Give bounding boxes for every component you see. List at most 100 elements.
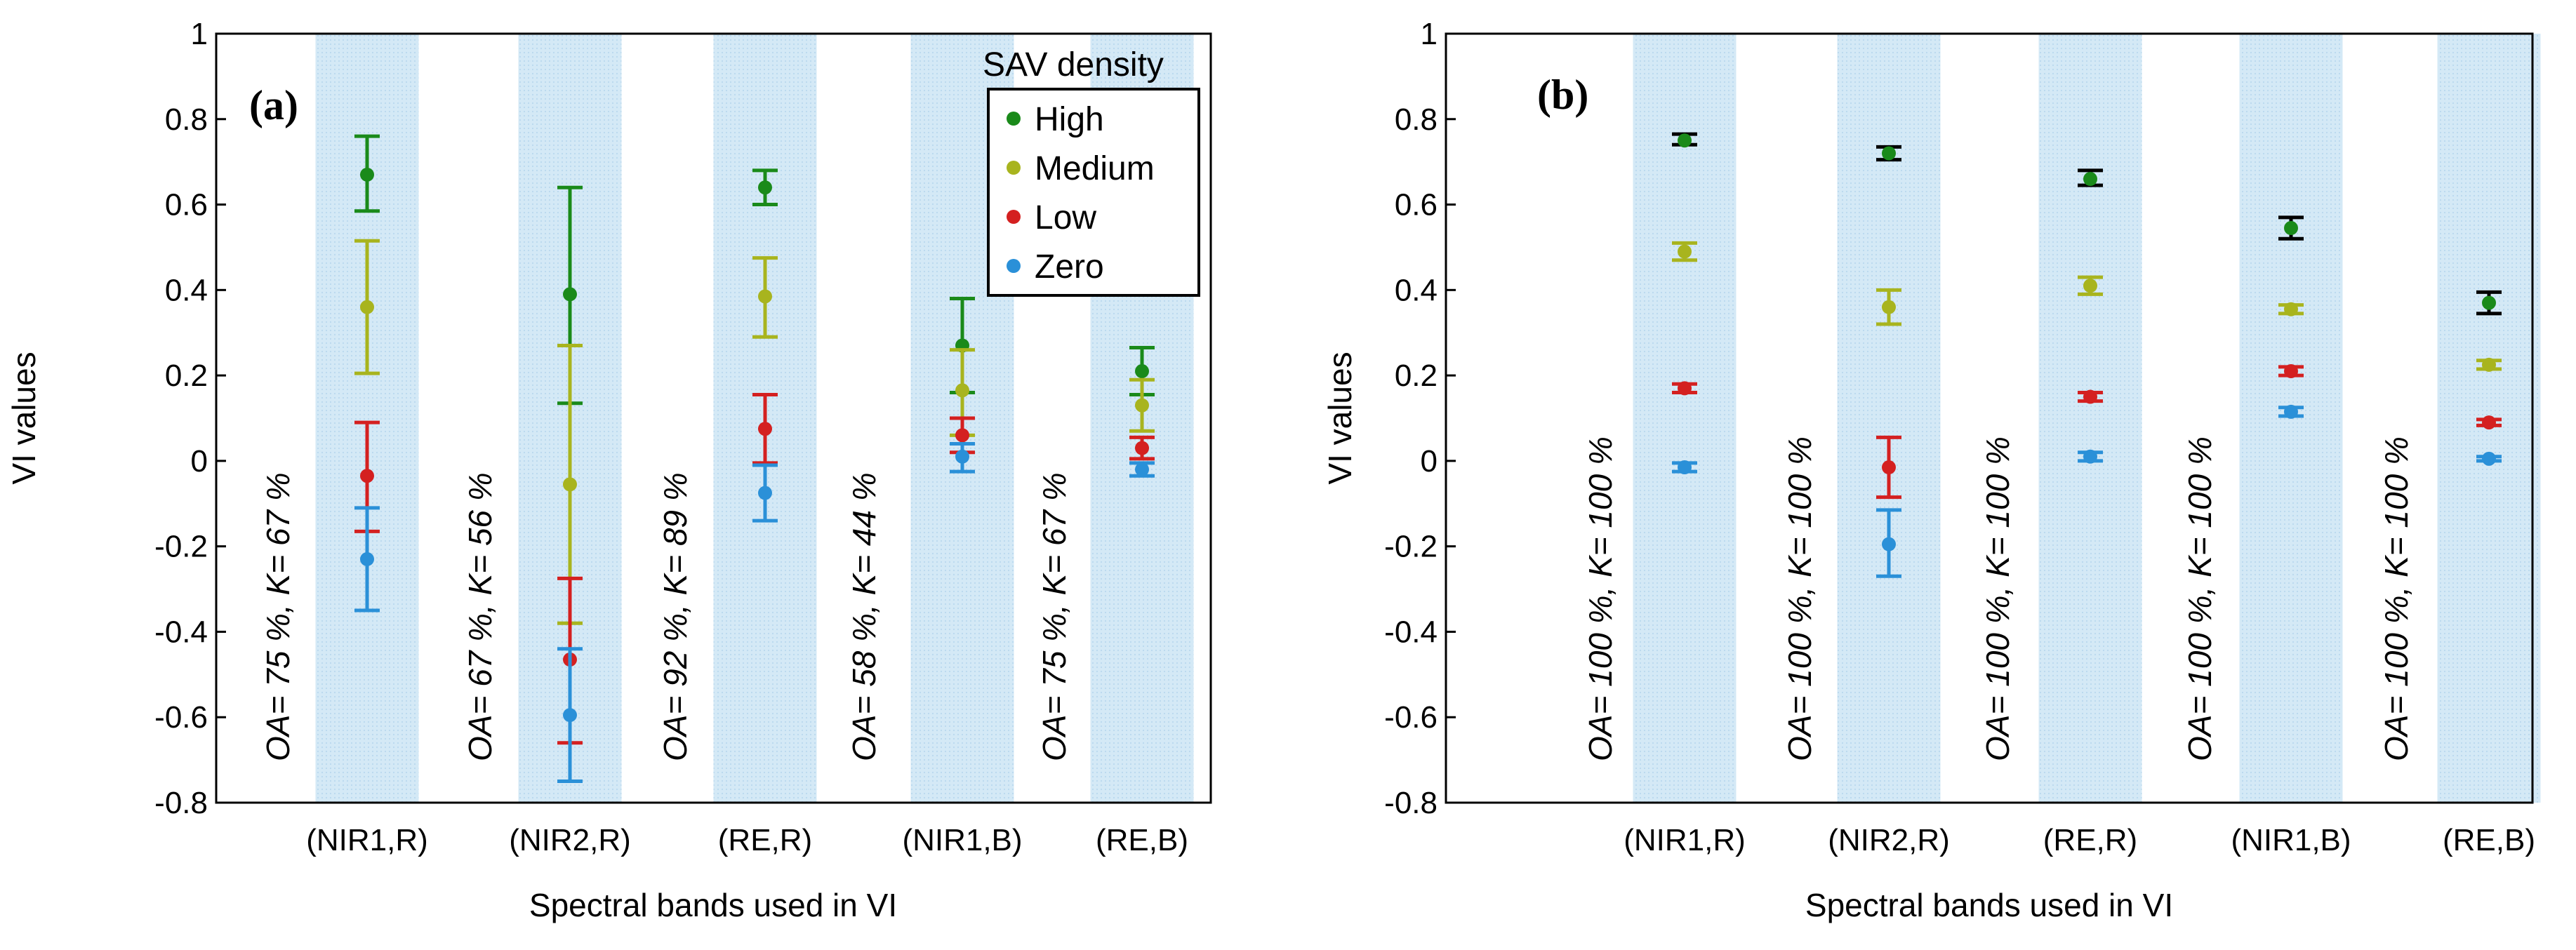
data-point-high <box>2083 172 2097 187</box>
data-point-medium <box>2083 279 2097 293</box>
x-tick-label: (NIR2,R) <box>1828 823 1950 857</box>
legend-marker-high <box>1007 112 1021 126</box>
y-tick-label: 0.6 <box>165 188 208 222</box>
x-axis-title: Spectral bands used in VI <box>1805 887 2173 923</box>
data-point-low <box>2482 415 2496 430</box>
x-tick-label: (RE,B) <box>2443 823 2535 857</box>
annotation-accuracy: OA= 92 %, K= 89 % <box>657 472 693 761</box>
shaded-band <box>1633 34 1737 803</box>
annotation-accuracy: OA= 100 %, K= 100 % <box>2182 436 2218 761</box>
data-point-zero <box>2083 449 2097 464</box>
data-point-low <box>955 428 969 443</box>
y-tick-label: -0.4 <box>1384 615 1438 649</box>
data-point-zero <box>758 486 772 500</box>
panel-label: (b) <box>1537 72 1588 118</box>
y-tick-label: 0.4 <box>165 273 208 307</box>
data-point-medium <box>360 300 374 314</box>
annotation-accuracy: OA= 100 %, K= 100 % <box>2378 436 2415 761</box>
y-tick-label: 0.2 <box>165 359 208 393</box>
data-point-low <box>1678 381 1692 396</box>
data-point-medium <box>1678 244 1692 259</box>
data-point-medium <box>2482 357 2496 372</box>
x-axis-title: Spectral bands used in VI <box>529 887 897 923</box>
data-point-zero <box>1882 537 1896 551</box>
data-point-zero <box>360 551 374 566</box>
x-tick-label: (NIR1,B) <box>902 823 1022 857</box>
y-tick-label: 0.4 <box>1395 273 1438 307</box>
y-tick-label: 0 <box>191 444 208 479</box>
data-point-medium <box>758 289 772 304</box>
x-tick-label: (RE,B) <box>1096 823 1188 857</box>
data-point-high <box>563 287 577 302</box>
y-tick-label: -0.6 <box>154 700 208 735</box>
y-tick-label: -0.2 <box>154 530 208 564</box>
data-point-low <box>1882 460 1896 475</box>
y-tick-label: -0.8 <box>1384 786 1438 820</box>
data-point-high <box>360 167 374 182</box>
legend-entry: Zero <box>1035 248 1104 286</box>
data-point-medium <box>563 477 577 492</box>
data-point-high <box>758 180 772 195</box>
data-point-zero <box>2482 451 2496 466</box>
plot-frame <box>215 32 1212 804</box>
plot-frame <box>1445 32 2534 804</box>
data-point-high <box>1678 133 1692 148</box>
legend-box <box>987 88 1200 297</box>
data-point-high <box>2482 295 2496 310</box>
panel-0: -0.8 -0.6 -0.4 -0.2 0 0.2 0.4 0.6 0.8 1 (NIR1,R) (N… <box>6 17 1212 923</box>
y-tick-label: -0.8 <box>154 786 208 820</box>
data-point-high <box>2284 221 2298 236</box>
legend-marker-low <box>1007 210 1021 224</box>
shaded-band <box>2038 34 2142 803</box>
legend-entry: Medium <box>1035 150 1155 187</box>
x-tick-label: (RE,R) <box>2043 823 2137 857</box>
annotation-accuracy: OA= 58 %, K= 44 % <box>846 472 882 761</box>
x-tick-label: (NIR2,R) <box>509 823 631 857</box>
data-point-high <box>1882 146 1896 161</box>
annotation-accuracy: OA= 100 %, K= 100 % <box>1781 436 1818 761</box>
data-point-zero <box>2284 404 2298 419</box>
y-tick-label: -0.2 <box>1384 530 1438 564</box>
data-point-zero <box>1678 460 1692 475</box>
x-tick-label: (NIR1,R) <box>306 823 428 857</box>
shaded-band <box>1837 34 1941 803</box>
y-tick-label: 0.8 <box>165 102 208 137</box>
panel-label: (a) <box>249 82 298 128</box>
data-point-zero <box>955 449 969 464</box>
y-tick-label: 0.8 <box>1395 102 1438 137</box>
y-tick-label: -0.6 <box>1384 700 1438 735</box>
data-point-zero <box>1135 462 1149 477</box>
legend-entry: Low <box>1035 199 1096 236</box>
panel-1: -0.8 -0.6 -0.4 -0.2 0 0.2 0.4 0.6 0.8 1 (NIR1,R) (N… <box>1322 17 2541 923</box>
x-tick-label: (NIR1,R) <box>1624 823 1746 857</box>
y-tick-label: 1 <box>191 17 208 51</box>
y-tick-label: 0.2 <box>1395 359 1438 393</box>
data-point-medium <box>1882 300 1896 314</box>
data-point-low <box>2284 364 2298 379</box>
annotation-accuracy: OA= 100 %, K= 100 % <box>1979 436 2016 761</box>
annotation-accuracy: OA= 100 %, K= 100 % <box>1582 436 1619 761</box>
legend-title: SAV density <box>983 46 1164 83</box>
legend-entry: High <box>1035 101 1104 138</box>
annotation-accuracy: OA= 67 %, K= 56 % <box>462 472 498 761</box>
data-point-medium <box>1135 398 1149 413</box>
y-tick-label: 0 <box>1421 444 1438 479</box>
x-tick-label: (NIR1,B) <box>2231 823 2351 857</box>
data-point-medium <box>955 383 969 398</box>
data-point-low <box>360 469 374 483</box>
legend: SAV density High Medium Low Zero <box>983 46 1200 297</box>
y-tick-label: -0.4 <box>154 615 208 649</box>
data-point-low <box>1135 441 1149 455</box>
y-axis-title: VI values <box>1322 352 1358 484</box>
data-point-high <box>1135 364 1149 379</box>
x-tick-label: (RE,R) <box>718 823 812 857</box>
y-axis-title: VI values <box>6 352 42 484</box>
data-point-medium <box>2284 302 2298 316</box>
legend-marker-zero <box>1007 259 1021 273</box>
annotation-accuracy: OA= 75 %, K= 67 % <box>1036 472 1073 761</box>
data-point-low <box>2083 389 2097 404</box>
data-point-zero <box>563 708 577 723</box>
y-tick-label: 0.6 <box>1395 188 1438 222</box>
legend-marker-medium <box>1007 161 1021 175</box>
